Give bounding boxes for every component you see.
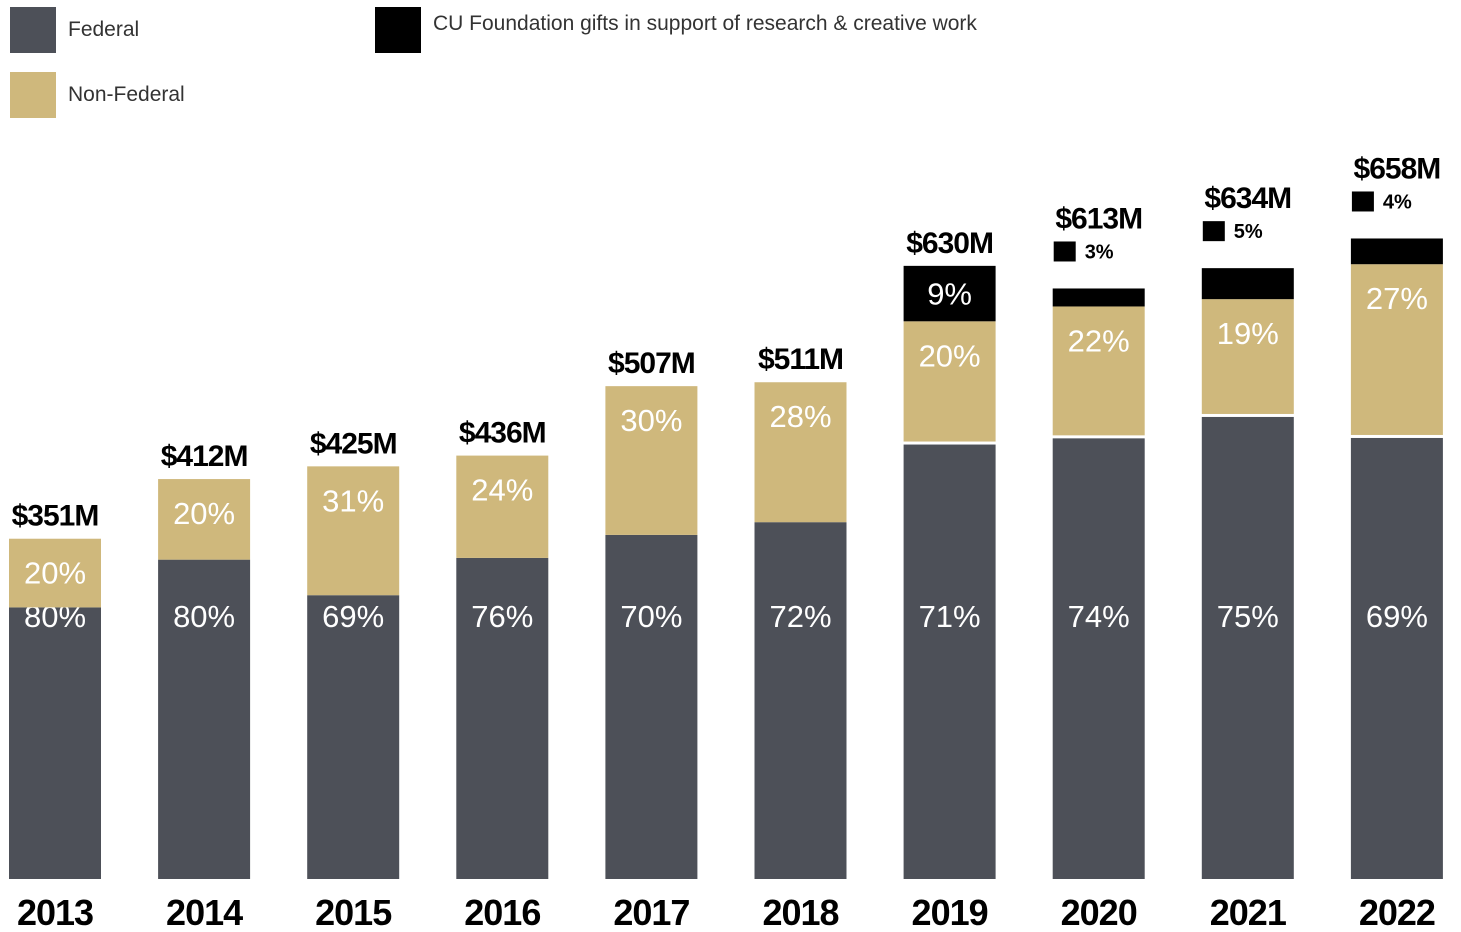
bar-nonfederal-2016 [456, 455, 549, 558]
bar-federal-2017 [605, 534, 698, 879]
bar-label-nonfederal-2017: 30% [620, 403, 682, 438]
bar-nonfederal-2018 [754, 382, 847, 523]
bar-federal-2015 [307, 595, 400, 879]
legend-label-cu-foundation: CU Foundation gifts in support of resear… [433, 12, 977, 35]
bar-group-2020: 74% 22% 3% $613M 2020 [1052, 202, 1145, 932]
bar-label-federal-2022: 69% [1366, 599, 1428, 634]
bar-cu-foundation-2020 [1052, 288, 1145, 307]
x-tick-label-2022: 2022 [1359, 892, 1435, 932]
legend-swatch-nonfederal [10, 72, 56, 118]
bar-cu-foundation-2022 [1350, 238, 1443, 265]
x-tick-label-2015: 2015 [315, 892, 392, 932]
bar-federal-2014 [158, 559, 251, 879]
bar-label-cu-foundation-2020: 3% [1085, 241, 1114, 263]
bar-cu-foundation-2021 [1201, 268, 1294, 300]
bar-label-nonfederal-2022: 27% [1366, 281, 1428, 316]
bar-federal-2019 [903, 444, 996, 879]
x-tick-label-2013: 2013 [17, 892, 93, 932]
bar-label-federal-2017: 70% [620, 599, 682, 634]
bar-label-federal-2018: 72% [769, 599, 831, 634]
bar-nonfederal-2019 [903, 321, 996, 442]
bar-label-nonfederal-2013: 20% [24, 556, 86, 591]
x-tick-label-2014: 2014 [166, 892, 243, 932]
cu-foundation-marker-2020 [1053, 241, 1076, 262]
cu-foundation-marker-2021 [1202, 221, 1225, 242]
bar-nonfederal-2014 [158, 479, 251, 560]
legend: Federal Non-Federal CU Foundation gifts … [0, 0, 1461, 130]
legend-swatch-cu-foundation [375, 7, 421, 53]
bar-nonfederal-2022 [1350, 264, 1443, 435]
bar-label-cu-foundation-2022: 4% [1383, 191, 1412, 213]
total-label-2016: $436M [459, 417, 546, 450]
bar-label-nonfederal-2021: 19% [1217, 316, 1279, 351]
total-label-2022: $658M [1354, 152, 1441, 185]
bar-label-cu-foundation-2021: 5% [1234, 221, 1263, 243]
bar-federal-2021 [1201, 416, 1294, 879]
total-label-2013: $351M [12, 500, 99, 533]
bar-group-2014: 80% 20% $412M 2014 [158, 440, 251, 932]
bar-label-federal-2016: 76% [471, 599, 533, 634]
bar-federal-2020 [1052, 438, 1145, 879]
x-tick-label-2016: 2016 [464, 892, 540, 932]
total-label-2018: $511M [758, 343, 843, 376]
bar-label-cu-foundation-2019: 9% [927, 277, 972, 312]
legend-label-nonfederal: Non-Federal [68, 83, 185, 106]
bar-label-federal-2015: 69% [322, 599, 384, 634]
legend-label-federal: Federal [68, 18, 140, 41]
bar-federal-2013 [9, 607, 101, 879]
total-label-2014: $412M [161, 440, 248, 473]
bar-label-nonfederal-2015: 31% [322, 483, 384, 518]
total-label-2015: $425M [310, 427, 397, 460]
legend-item-cu-foundation: CU Foundation gifts in support of resear… [375, 7, 977, 53]
bar-label-nonfederal-2019: 20% [919, 338, 981, 373]
bar-group-2016: 76% 24% $436M 2016 [456, 417, 549, 932]
bar-label-nonfederal-2018: 28% [769, 399, 831, 434]
bar-nonfederal-2020 [1052, 306, 1145, 436]
bar-label-nonfederal-2020: 22% [1068, 323, 1130, 358]
bar-federal-2018 [754, 522, 847, 879]
total-label-2017: $507M [608, 347, 695, 380]
bar-nonfederal-2015 [307, 466, 400, 596]
bar-group-2019: 71% 20% 9% $630M 2019 [903, 227, 996, 932]
bar-group-2022: 69% 27% 4% $658M 2022 [1350, 152, 1443, 932]
bar-nonfederal-2021 [1201, 299, 1294, 414]
total-label-2019: $630M [906, 227, 993, 260]
total-label-2021: $634M [1204, 182, 1291, 215]
legend-item-federal: Federal [10, 7, 139, 53]
x-tick-label-2017: 2017 [613, 892, 689, 932]
bar-label-nonfederal-2014: 20% [173, 496, 235, 531]
x-tick-label-2019: 2019 [912, 892, 988, 932]
legend-item-nonfederal: Non-Federal [10, 72, 185, 118]
bar-federal-2022 [1350, 437, 1443, 879]
bar-label-federal-2014: 80% [173, 599, 235, 634]
legend-swatch-federal [10, 7, 56, 53]
bar-group-2015: 69% 31% $425M 2015 [307, 427, 400, 932]
x-tick-label-2018: 2018 [762, 892, 838, 932]
bar-group-2021: 75% 19% 5% $634M 2021 [1201, 182, 1294, 932]
x-tick-label-2020: 2020 [1061, 892, 1137, 932]
bar-group-2017: 70% 30% $507M 2017 [605, 347, 698, 932]
bar-nonfederal-2013 [9, 538, 101, 608]
bar-group-2018: 72% 28% $511M 2018 [754, 343, 847, 932]
x-tick-label-2021: 2021 [1210, 892, 1287, 932]
bar-label-federal-2019: 71% [919, 599, 981, 634]
cu-foundation-marker-2022 [1351, 191, 1374, 212]
total-label-2020: $613M [1055, 202, 1142, 235]
bar-nonfederal-2017 [605, 386, 698, 535]
bar-cu-foundation-2019 [903, 265, 996, 322]
bar-federal-2016 [456, 557, 549, 879]
bar-label-federal-2020: 74% [1068, 599, 1130, 634]
bar-label-nonfederal-2016: 24% [471, 473, 533, 508]
bar-label-federal-2021: 75% [1217, 599, 1279, 634]
